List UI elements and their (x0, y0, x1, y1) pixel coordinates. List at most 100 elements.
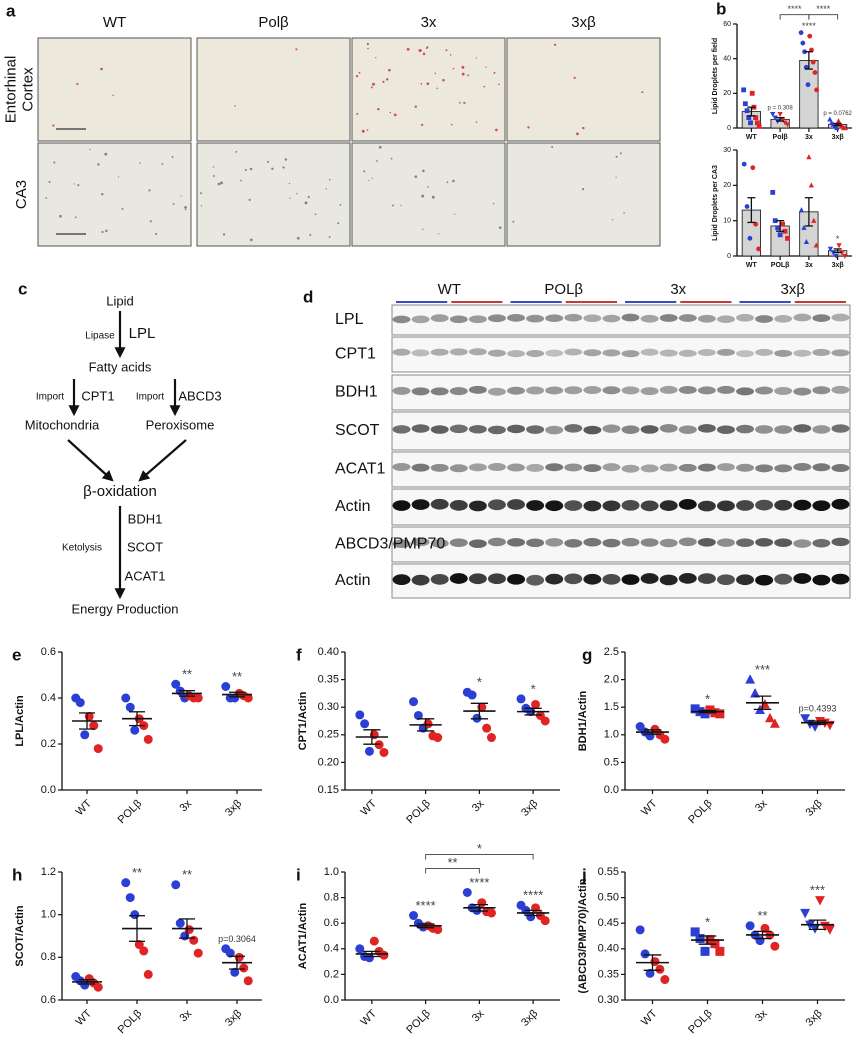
band (526, 538, 545, 548)
point (780, 221, 785, 227)
point (798, 30, 804, 36)
stain-dot (611, 219, 614, 221)
band (602, 349, 621, 357)
point (806, 154, 812, 160)
significance: * (531, 681, 536, 696)
significance: *** (755, 662, 770, 677)
blot-strip (391, 526, 851, 563)
stain-dot (267, 160, 270, 163)
point (805, 82, 811, 88)
point (121, 693, 131, 703)
y-tick-label: 0.30 (598, 994, 619, 1006)
pathway-node: CPT1 (81, 388, 114, 403)
stain-dot (249, 238, 253, 242)
band (812, 574, 831, 586)
stain-dot (382, 80, 385, 83)
stain-dot (328, 178, 331, 181)
stain-dot (375, 160, 378, 162)
point (143, 969, 153, 979)
stain-dot (73, 183, 75, 185)
y-tick-label: 0.50 (598, 892, 619, 904)
stain-dot (296, 192, 298, 195)
y-axis-label: ACAT1/Actin (297, 903, 309, 970)
band (430, 573, 449, 585)
point (193, 693, 203, 703)
y-tick-label: 0.5 (604, 756, 619, 768)
x-tick-label: POLβ (404, 1008, 433, 1037)
band (430, 314, 449, 322)
point (130, 725, 140, 735)
band (755, 425, 774, 434)
band (621, 350, 640, 358)
point (433, 733, 443, 743)
blot-strip (391, 488, 851, 526)
y-tick-label: 0.35 (598, 968, 619, 980)
band (621, 425, 640, 434)
band (755, 464, 774, 473)
band (774, 464, 793, 473)
stain-dot (492, 202, 495, 205)
stain-dot (149, 220, 152, 223)
y-tick-label: 30 (723, 147, 731, 154)
stain-dot (452, 179, 455, 183)
stain-dot (461, 65, 465, 69)
column-header: 3x (421, 14, 437, 31)
point (139, 946, 149, 956)
panel-letter: d (303, 287, 313, 306)
stain-dot (483, 85, 486, 88)
y-tick-label: 0.6 (41, 646, 56, 658)
band (449, 387, 468, 396)
point (477, 898, 487, 908)
point (234, 952, 244, 962)
point (225, 948, 235, 958)
x-tick-label: WT (746, 262, 758, 269)
stain-dot (449, 54, 452, 56)
stain-dot (392, 204, 395, 207)
point (750, 165, 756, 171)
band (468, 573, 487, 585)
x-tick-label: 3xβ (832, 262, 845, 269)
x-tick-label: Polβ (773, 134, 789, 141)
point (655, 964, 665, 974)
point (121, 878, 131, 888)
panel-letter: g (582, 645, 592, 664)
band (487, 499, 506, 511)
y-tick-label: 20 (723, 182, 731, 189)
point (690, 927, 700, 937)
band (449, 348, 468, 356)
point (125, 893, 135, 903)
point (93, 982, 103, 992)
band (831, 313, 850, 322)
stain-dot (371, 177, 374, 179)
x-tick-label: WT (746, 134, 758, 141)
blot-strip (391, 374, 851, 411)
band (449, 538, 468, 547)
stain-dot (121, 208, 124, 210)
band (831, 498, 850, 510)
point (833, 253, 839, 259)
x-tick-label: 3x (177, 1007, 194, 1024)
point (379, 950, 389, 960)
band (392, 348, 411, 356)
stain-dot (212, 175, 215, 177)
band (526, 386, 545, 395)
band (411, 574, 430, 586)
stain-dot (493, 71, 496, 74)
band (411, 499, 430, 510)
x-tick-label: WT (639, 797, 660, 818)
y-tick-label: 10 (723, 218, 731, 225)
band (678, 499, 697, 510)
band (468, 348, 487, 356)
band (392, 500, 411, 511)
point (171, 880, 181, 890)
point (221, 682, 231, 691)
point (467, 690, 477, 700)
stain-dot (339, 203, 342, 206)
stain-dot (307, 196, 310, 199)
band (659, 385, 678, 394)
panel-letter: b (716, 0, 726, 18)
stain-dot (282, 166, 285, 169)
stain-dot (117, 176, 120, 178)
significance: p=0.4393 (799, 704, 837, 714)
point (827, 116, 833, 122)
